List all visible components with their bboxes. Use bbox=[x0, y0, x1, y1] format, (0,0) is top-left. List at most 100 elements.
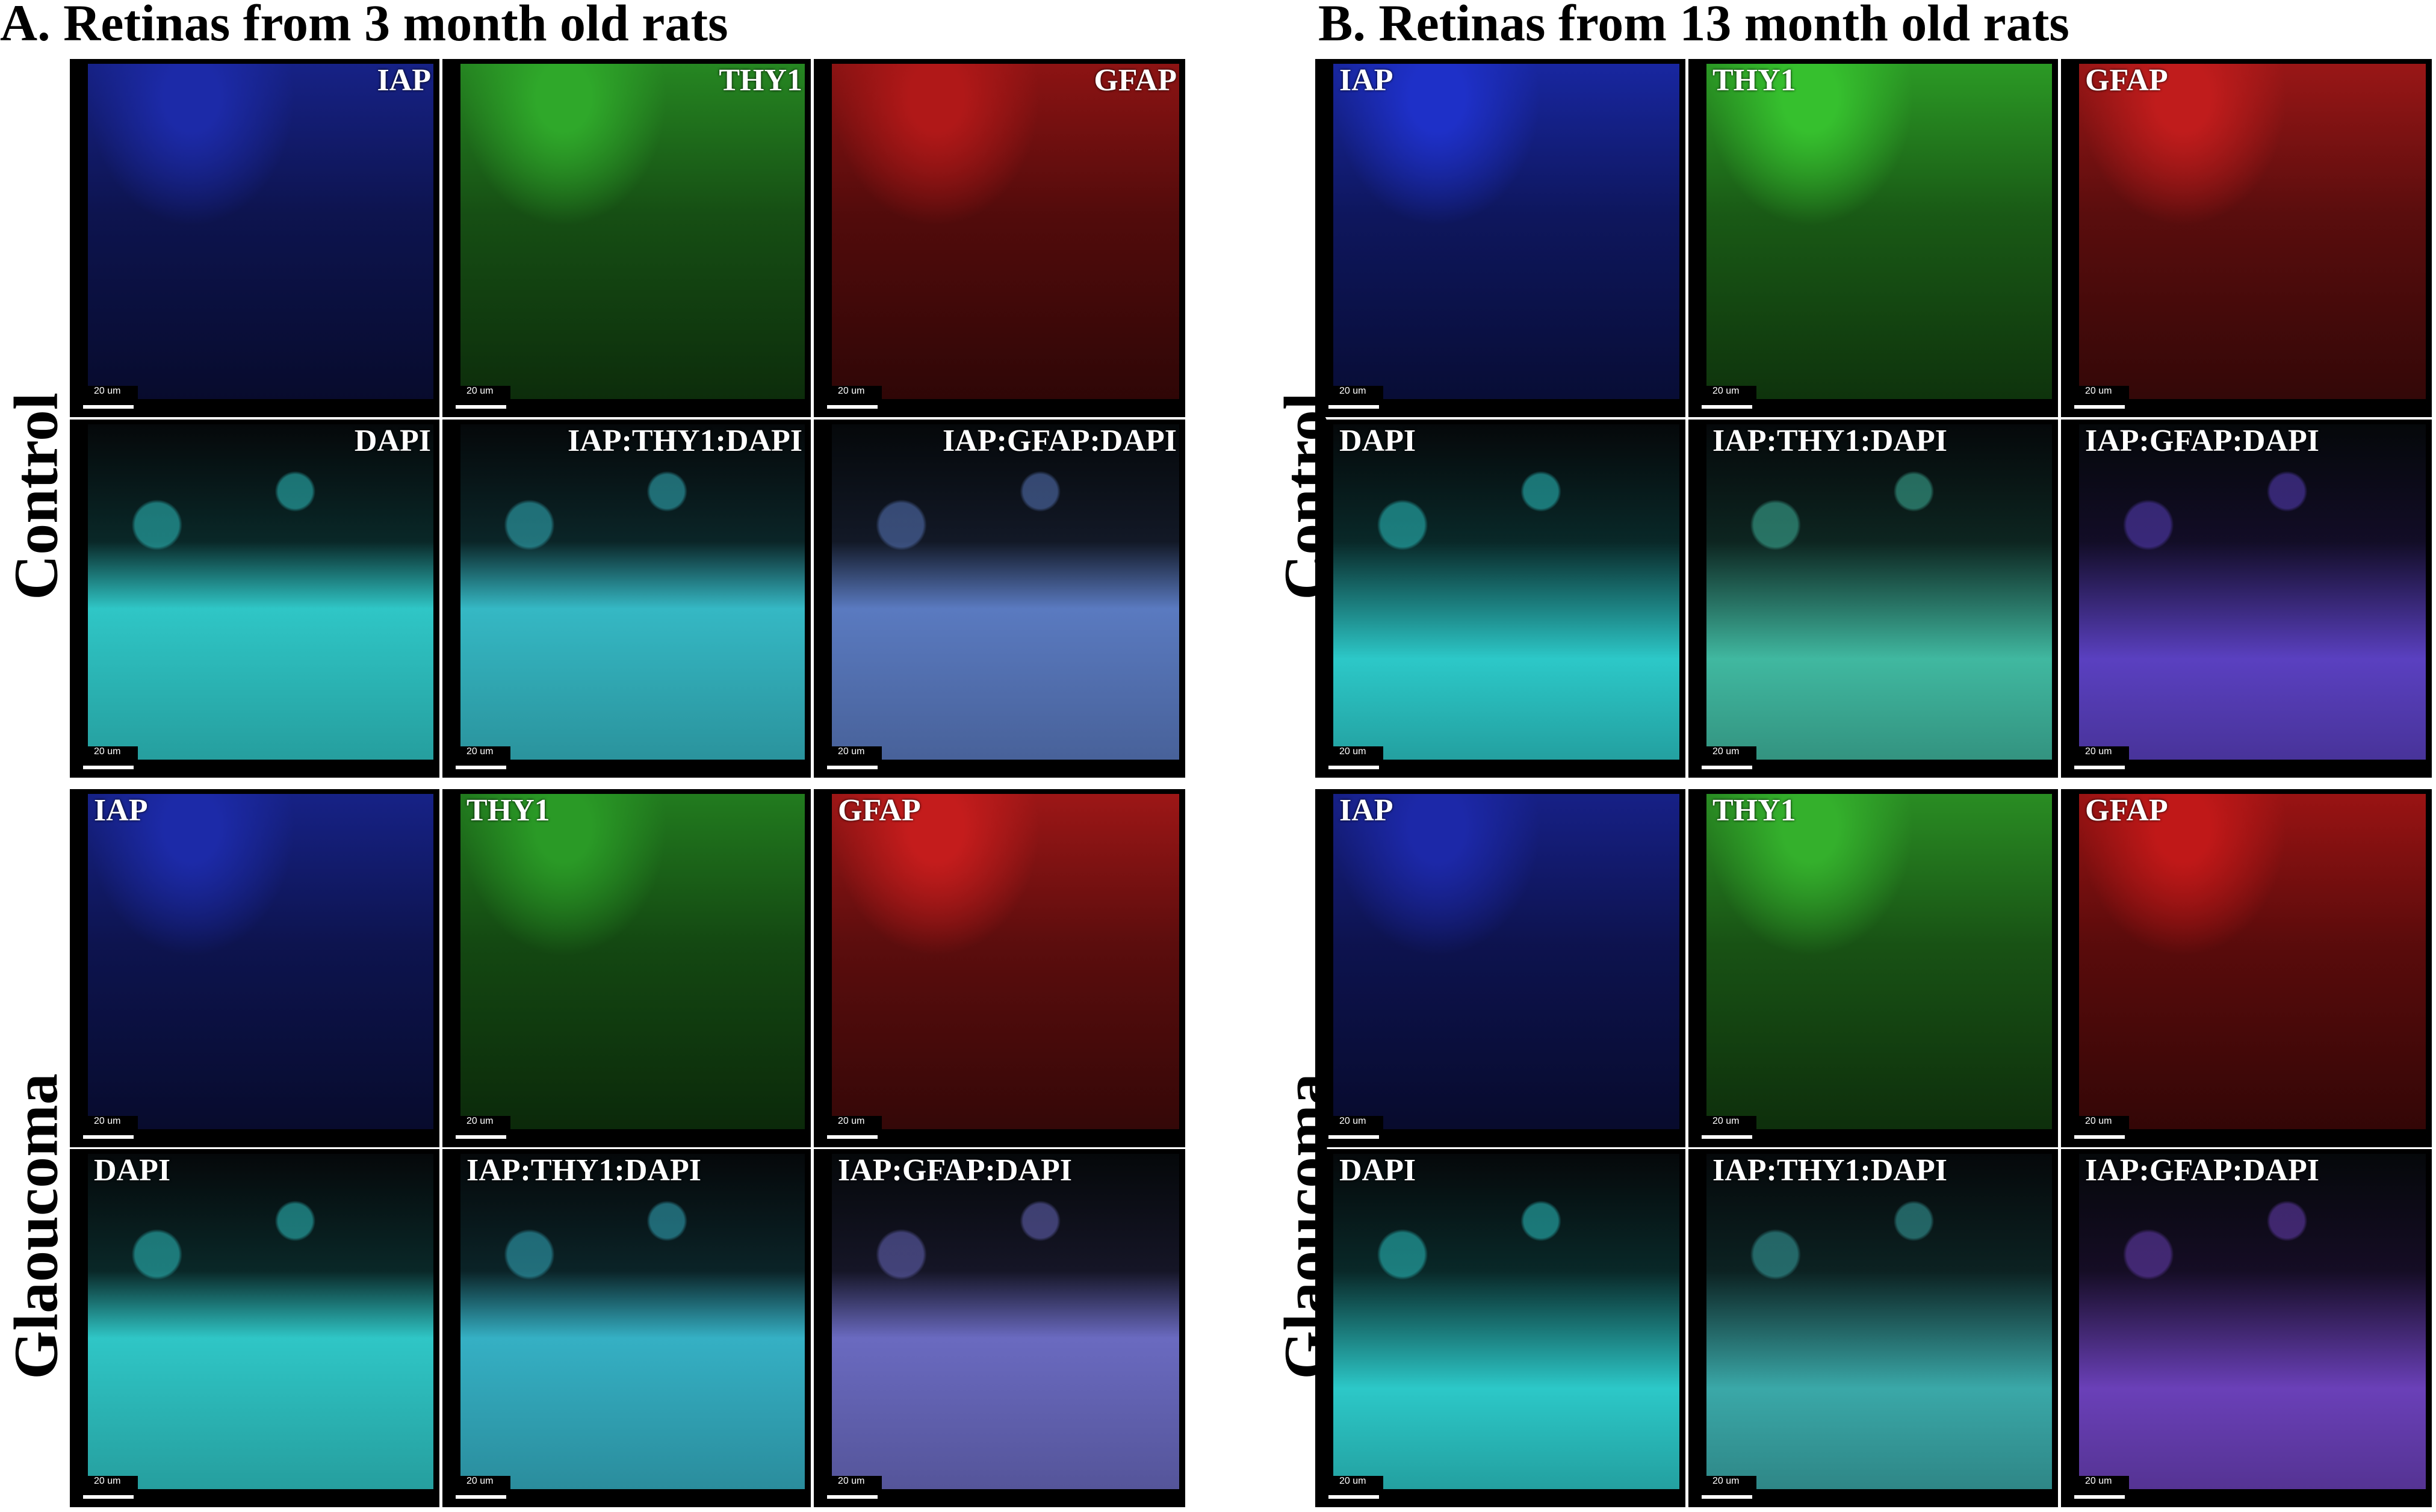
scale-bar-line bbox=[456, 1495, 506, 1499]
scale-bar-label: 20 um bbox=[1339, 746, 1366, 757]
scale-bar: 20 um bbox=[81, 386, 138, 412]
panel-label: IAP:THY1:DAPI bbox=[1712, 1153, 1947, 1188]
micrograph-panel-gfap: GFAP 20 um bbox=[2061, 789, 2432, 1147]
scale-bar-label: 20 um bbox=[2085, 746, 2112, 757]
micrograph-image bbox=[832, 1154, 1179, 1489]
micrograph-panel-iap-thy1-dapi: IAP:THY1:DAPI 20 um bbox=[442, 1149, 811, 1507]
scale-bar-line bbox=[1328, 1135, 1379, 1139]
scale-bar-line bbox=[83, 405, 134, 409]
micrograph-image bbox=[1333, 64, 1679, 399]
panel-label: IAP bbox=[1339, 793, 1393, 828]
scale-bar-label: 20 um bbox=[838, 746, 865, 757]
scale-bar-line bbox=[2074, 766, 2125, 769]
scale-bar: 20 um bbox=[825, 1116, 882, 1142]
micrograph-image bbox=[1706, 1154, 2052, 1489]
micrograph-panel-thy1: THY1 20 um bbox=[442, 789, 811, 1147]
micrograph-image bbox=[2079, 1154, 2426, 1489]
micrograph-panel-iap-gfap-dapi: IAP:GFAP:DAPI 20 um bbox=[814, 1149, 1185, 1507]
scale-bar-label: 20 um bbox=[1339, 386, 1366, 396]
group-label-glaoucoma: Glaoucoma bbox=[1, 1073, 71, 1380]
micrograph-image bbox=[832, 794, 1179, 1129]
scale-bar: 20 um bbox=[453, 386, 510, 412]
scale-bar-line bbox=[2074, 1495, 2125, 1499]
scale-bar: 20 um bbox=[2072, 1476, 2129, 1502]
scale-bar: 20 um bbox=[1326, 386, 1383, 412]
micrograph-image bbox=[88, 424, 433, 760]
scale-bar-label: 20 um bbox=[1339, 1116, 1366, 1126]
section-title: A. Retinas from 3 month old rats bbox=[0, 0, 728, 52]
scale-bar: 20 um bbox=[1699, 1116, 1756, 1142]
scale-bar-label: 20 um bbox=[2085, 1116, 2112, 1126]
scale-bar-line bbox=[1702, 766, 1752, 769]
scale-bar-line bbox=[456, 1135, 506, 1139]
micrograph-image bbox=[1706, 424, 2052, 760]
scale-bar-label: 20 um bbox=[838, 1116, 865, 1126]
panel-label: DAPI bbox=[354, 424, 431, 458]
micrograph-image bbox=[1706, 794, 2052, 1129]
scale-bar-label: 20 um bbox=[2085, 386, 2112, 396]
micrograph-image bbox=[88, 64, 433, 399]
scale-bar-label: 20 um bbox=[94, 1476, 121, 1486]
scale-bar-label: 20 um bbox=[466, 746, 494, 757]
scale-bar-line bbox=[1702, 1495, 1752, 1499]
scale-bar-line bbox=[1328, 405, 1379, 409]
panel-label: IAP bbox=[94, 793, 148, 828]
scale-bar: 20 um bbox=[2072, 746, 2129, 773]
scale-bar-label: 20 um bbox=[94, 1116, 121, 1126]
micrograph-image bbox=[460, 794, 805, 1129]
panel-label: GFAP bbox=[2085, 63, 2168, 98]
scale-bar-line bbox=[456, 766, 506, 769]
scale-bar-line bbox=[2074, 1135, 2125, 1139]
scale-bar-label: 20 um bbox=[2085, 1476, 2112, 1486]
scale-bar-label: 20 um bbox=[466, 386, 494, 396]
scale-bar: 20 um bbox=[2072, 386, 2129, 412]
panel-label: GFAP bbox=[838, 793, 921, 828]
micrograph-panel-iap-gfap-dapi: IAP:GFAP:DAPI 20 um bbox=[814, 420, 1185, 778]
scale-bar-label: 20 um bbox=[94, 746, 121, 757]
panel-label: IAP:GFAP:DAPI bbox=[2085, 424, 2319, 458]
panel-label: GFAP bbox=[1094, 63, 1177, 98]
micrograph-image bbox=[832, 64, 1179, 399]
scale-bar-line bbox=[827, 766, 878, 769]
micrograph-image bbox=[1706, 64, 2052, 399]
scale-bar-label: 20 um bbox=[466, 1116, 494, 1126]
scale-bar: 20 um bbox=[1326, 1116, 1383, 1142]
scale-bar: 20 um bbox=[825, 386, 882, 412]
panel-label: IAP:THY1:DAPI bbox=[1712, 424, 1947, 458]
micrograph-panel-thy1: THY1 20 um bbox=[442, 59, 811, 417]
scale-bar: 20 um bbox=[1699, 746, 1756, 773]
micrograph-panel-iap: IAP 20 um bbox=[1315, 789, 1685, 1147]
scale-bar-label: 20 um bbox=[1712, 386, 1740, 396]
scale-bar-line bbox=[1702, 405, 1752, 409]
micrograph-image bbox=[460, 424, 805, 760]
scale-bar-label: 20 um bbox=[94, 386, 121, 396]
panel-label: THY1 bbox=[719, 63, 802, 98]
scale-bar-line bbox=[83, 1495, 134, 1499]
micrograph-panel-gfap: GFAP 20 um bbox=[814, 789, 1185, 1147]
micrograph-image bbox=[88, 1154, 433, 1489]
panel-label: THY1 bbox=[466, 793, 550, 828]
micrograph-image bbox=[460, 64, 805, 399]
scale-bar-line bbox=[1328, 766, 1379, 769]
scale-bar-line bbox=[1702, 1135, 1752, 1139]
panel-label: THY1 bbox=[1712, 63, 1796, 98]
micrograph-panel-iap-thy1-dapi: IAP:THY1:DAPI 20 um bbox=[442, 420, 811, 778]
scale-bar: 20 um bbox=[825, 746, 882, 773]
scale-bar-line bbox=[456, 405, 506, 409]
micrograph-image bbox=[2079, 64, 2426, 399]
panel-label: THY1 bbox=[1712, 793, 1796, 828]
scale-bar-line bbox=[827, 1135, 878, 1139]
scale-bar: 20 um bbox=[825, 1476, 882, 1502]
micrograph-panel-iap-gfap-dapi: IAP:GFAP:DAPI 20 um bbox=[2061, 1149, 2432, 1507]
scale-bar: 20 um bbox=[81, 1476, 138, 1502]
micrograph-panel-iap: IAP 20 um bbox=[70, 59, 439, 417]
micrograph-panel-dapi: DAPI 20 um bbox=[1315, 1149, 1685, 1507]
scale-bar: 20 um bbox=[1326, 746, 1383, 773]
panel-label: IAP:THY1:DAPI bbox=[568, 424, 802, 458]
micrograph-panel-thy1: THY1 20 um bbox=[1688, 59, 2058, 417]
scale-bar: 20 um bbox=[1699, 386, 1756, 412]
micrograph-image bbox=[460, 1154, 805, 1489]
micrograph-image bbox=[1333, 1154, 1679, 1489]
scale-bar-label: 20 um bbox=[838, 386, 865, 396]
panel-label: IAP bbox=[1339, 63, 1393, 98]
